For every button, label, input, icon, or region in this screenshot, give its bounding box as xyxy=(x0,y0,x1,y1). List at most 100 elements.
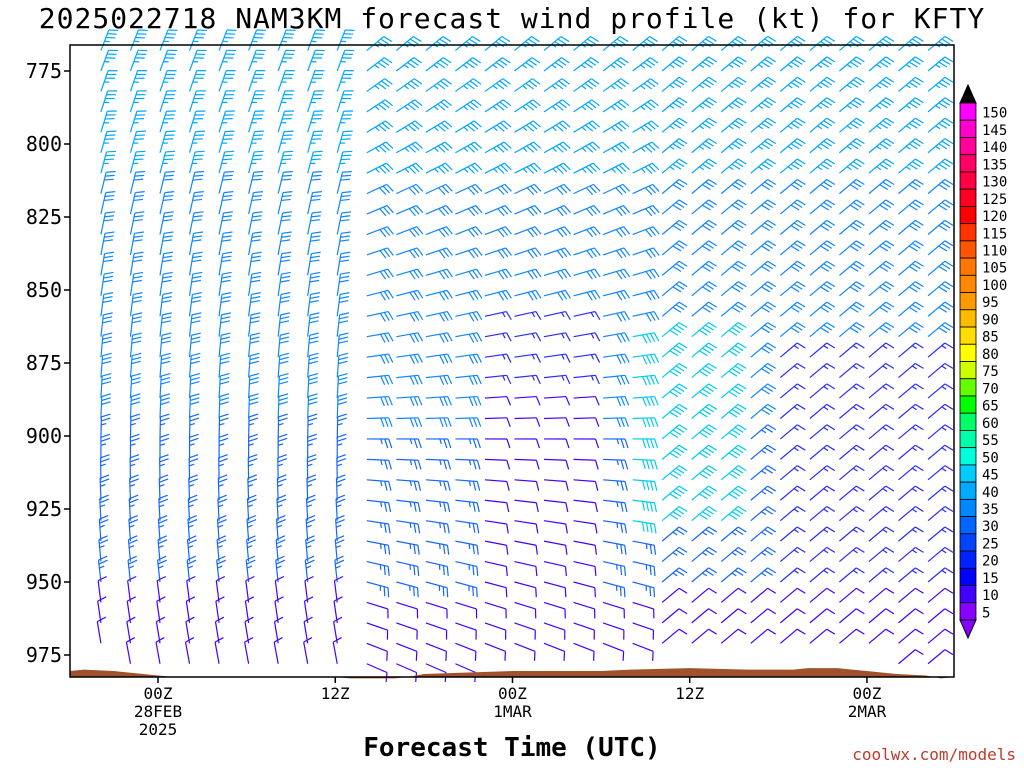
wind-barb xyxy=(366,417,393,428)
wind-barb xyxy=(484,205,512,217)
wind-barb xyxy=(632,120,660,133)
wind-barb xyxy=(602,601,625,619)
wind-barb xyxy=(720,383,747,399)
wind-barb xyxy=(839,301,865,317)
wind-barb xyxy=(779,56,806,72)
wind-barb xyxy=(159,332,172,358)
wind-barb xyxy=(602,560,627,576)
wind-barb xyxy=(839,281,865,297)
colorbar-label: 20 xyxy=(982,554,999,570)
wind-barb xyxy=(750,567,777,583)
wind-barb xyxy=(602,99,630,113)
wind-barb xyxy=(277,271,291,296)
wind-barb xyxy=(602,247,631,259)
wind-barb xyxy=(661,628,688,644)
wind-barb xyxy=(277,393,289,419)
wind-barb xyxy=(661,199,688,215)
wind-barb xyxy=(425,162,453,174)
wind-barb xyxy=(779,403,806,419)
colorbar-label: 75 xyxy=(982,364,999,380)
wind-barb xyxy=(396,226,424,238)
wind-barb xyxy=(425,205,453,217)
wind-barb xyxy=(484,560,508,576)
wind-barb xyxy=(750,199,777,215)
wind-barb xyxy=(188,231,204,256)
wind-barb xyxy=(603,499,628,513)
wind-barb xyxy=(632,205,660,217)
wind-barb xyxy=(809,383,836,399)
wind-barb xyxy=(839,608,865,624)
wind-barb xyxy=(248,352,260,378)
y-tick-label: 950 xyxy=(26,570,62,594)
wind-barb xyxy=(839,424,865,440)
wind-barb xyxy=(720,199,747,215)
wind-barb xyxy=(573,520,598,534)
wind-barb xyxy=(188,352,201,378)
wind-barb xyxy=(750,97,777,113)
wind-barb xyxy=(218,231,233,256)
wind-barb xyxy=(514,395,541,406)
wind-barb xyxy=(248,292,261,317)
wind-barb xyxy=(514,162,542,174)
wind-barb xyxy=(602,642,625,661)
wind-barb xyxy=(573,395,600,406)
wind-barb xyxy=(100,271,114,296)
wind-barb xyxy=(336,433,347,460)
wind-barb xyxy=(543,268,572,280)
wind-barb xyxy=(336,49,355,72)
wind-barb xyxy=(484,57,511,72)
wind-barb xyxy=(661,35,688,52)
wind-barb xyxy=(632,601,655,619)
wind-barb xyxy=(632,417,659,428)
wind-barb xyxy=(868,35,895,52)
wind-barb xyxy=(188,332,201,358)
wind-barb xyxy=(514,289,542,301)
wind-barb xyxy=(809,219,836,235)
wind-barb xyxy=(98,514,109,542)
wind-barb xyxy=(809,199,836,215)
wind-barb xyxy=(573,601,596,619)
wind-barb xyxy=(720,158,747,174)
wind-barb xyxy=(366,520,391,534)
wind-barb xyxy=(396,311,424,322)
wind-barb xyxy=(248,29,267,51)
wind-barb xyxy=(514,601,537,619)
wind-barb xyxy=(779,383,806,399)
x-tick-label: 00Z xyxy=(498,684,527,703)
wind-barb xyxy=(898,76,924,92)
wind-barb xyxy=(750,76,777,92)
wind-barb xyxy=(306,454,317,480)
wind-barb xyxy=(277,29,296,51)
wind-barb xyxy=(839,117,865,133)
wind-barb xyxy=(455,99,482,113)
wind-barb xyxy=(514,36,540,52)
colorbar-swatch xyxy=(959,395,977,414)
wind-barb xyxy=(691,76,717,92)
wind-barb xyxy=(275,535,286,562)
wind-barb xyxy=(307,393,318,419)
wind-barb xyxy=(396,540,420,555)
wind-barb xyxy=(307,130,324,153)
wind-barb xyxy=(720,322,747,338)
wind-barb xyxy=(898,424,924,440)
wind-barb xyxy=(691,240,717,256)
wind-barb xyxy=(188,211,204,235)
wind-barb xyxy=(484,36,511,52)
wind-barb xyxy=(514,247,542,259)
wind-barb xyxy=(779,567,806,583)
wind-barb xyxy=(543,205,572,217)
wind-barb xyxy=(632,479,658,491)
wind-barb xyxy=(927,383,954,399)
wind-barb xyxy=(898,117,924,133)
wind-barb xyxy=(188,433,199,460)
wind-barb xyxy=(425,311,453,322)
wind-barb xyxy=(336,70,354,92)
wind-barb xyxy=(661,260,688,276)
x-tick-label: 1MAR xyxy=(493,702,532,721)
wind-barb xyxy=(366,438,393,449)
wind-barb xyxy=(927,342,954,358)
wind-barb xyxy=(927,608,954,624)
wind-barb xyxy=(691,56,717,72)
wind-barb xyxy=(927,362,954,379)
wind-barb xyxy=(543,226,572,238)
